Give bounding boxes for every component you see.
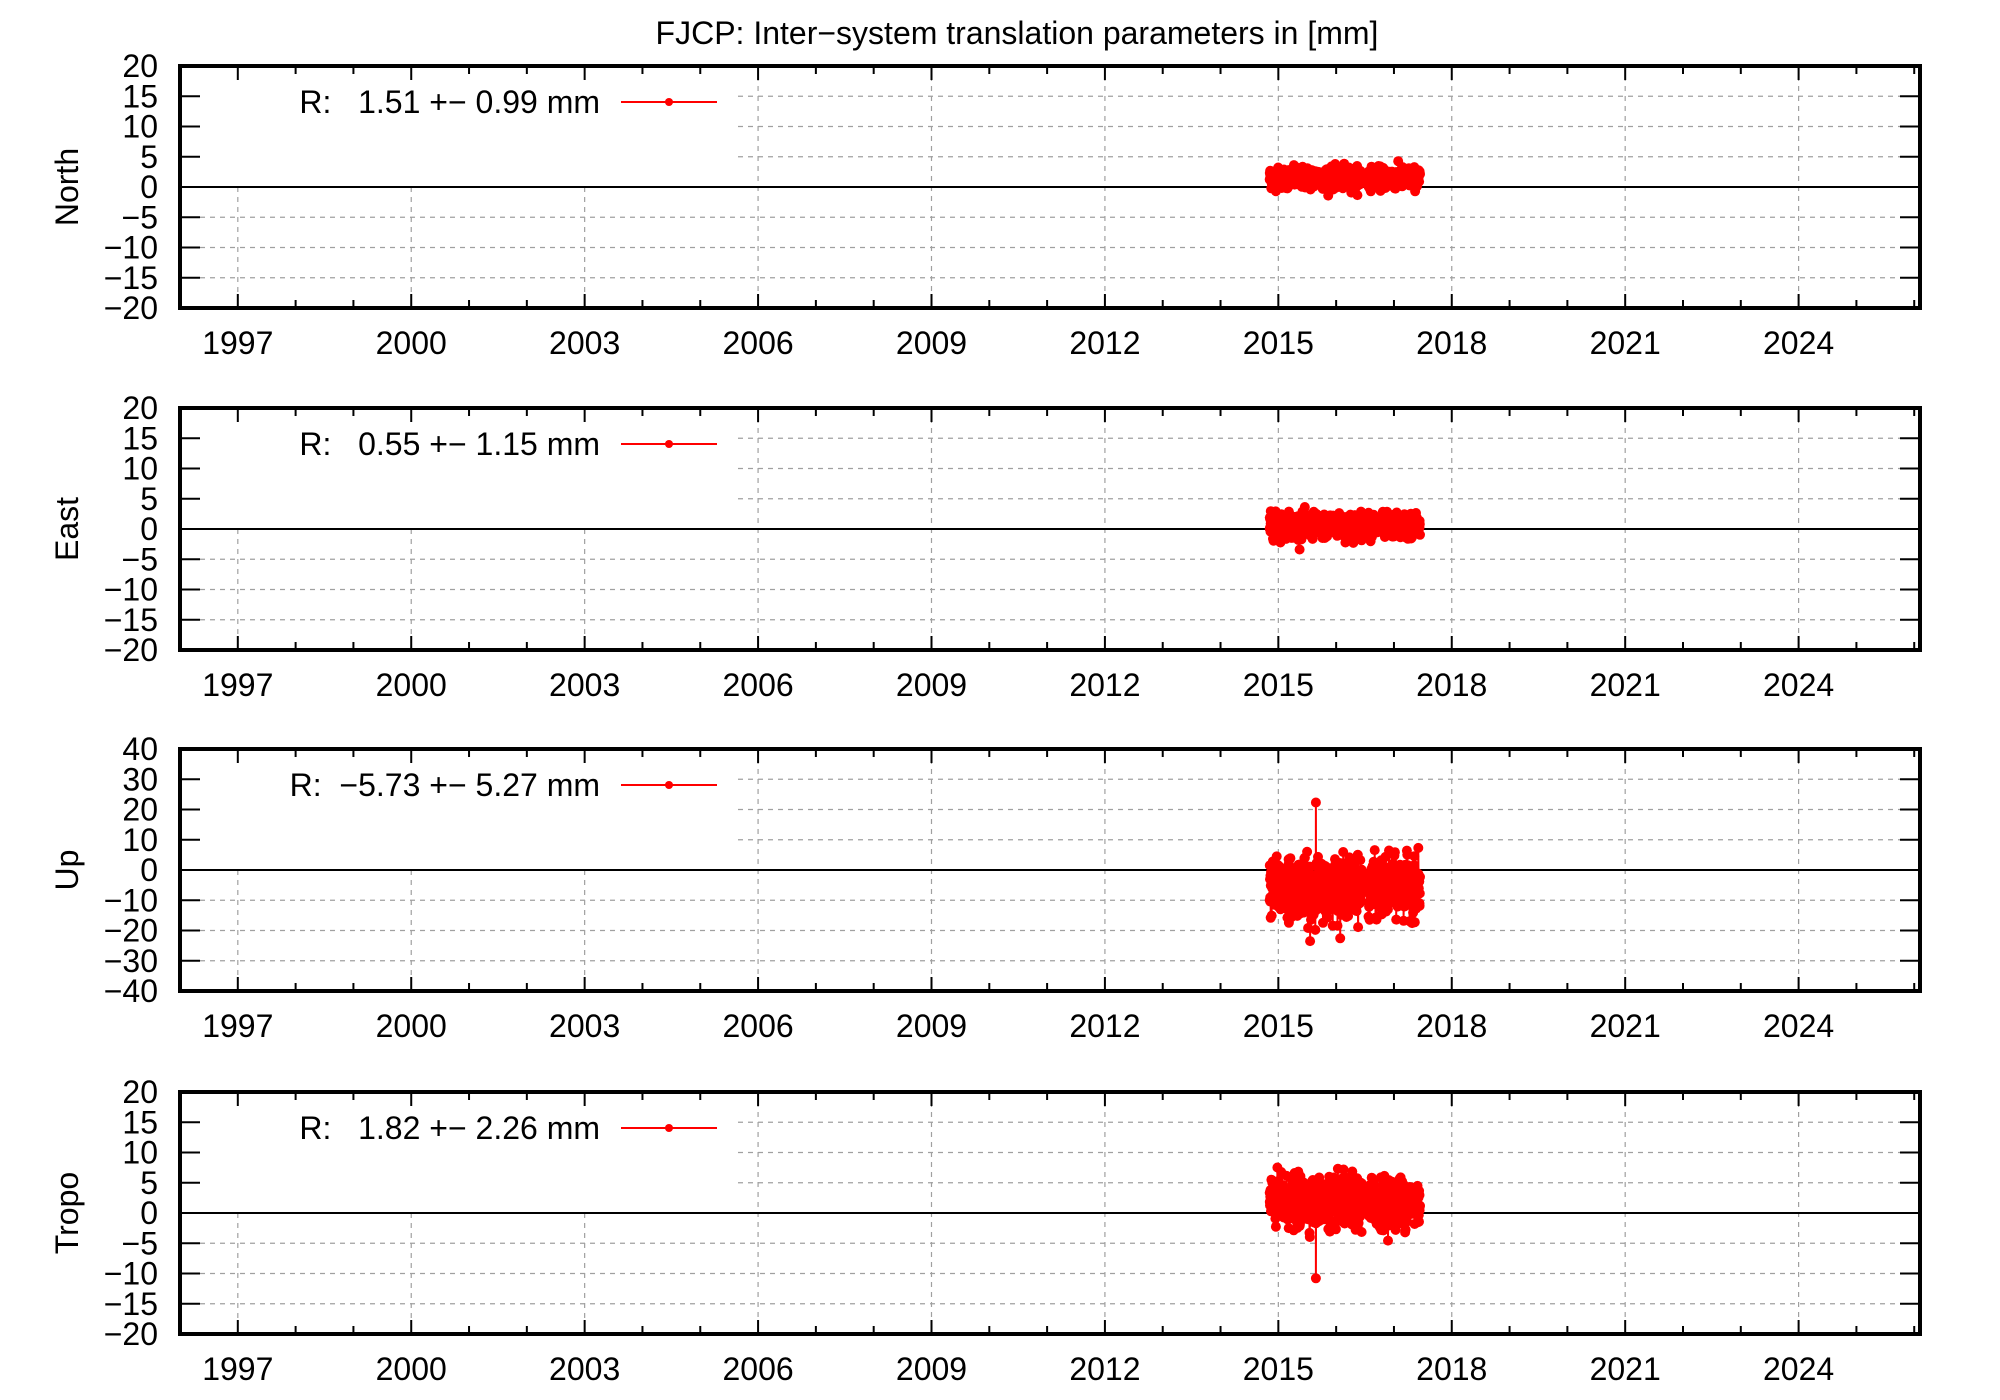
legend-marker-icon (665, 440, 673, 448)
y-tick-label: −5 (122, 541, 158, 577)
x-tick-label: 2012 (1069, 325, 1140, 361)
y-tick-label: −20 (104, 632, 158, 668)
x-tick-label: 1997 (202, 667, 273, 703)
x-tick-label: 2024 (1763, 1351, 1834, 1387)
y-tick-label: −15 (104, 1286, 158, 1322)
y-tick-label: 0 (140, 169, 158, 205)
y-tick-label: 20 (122, 48, 158, 84)
y-tick-label: 10 (122, 109, 158, 145)
x-tick-label: 2000 (376, 325, 447, 361)
y-tick-label: −10 (104, 882, 158, 918)
x-tick-label: 2000 (376, 667, 447, 703)
chart-title: FJCP: Inter−system translation parameter… (656, 15, 1379, 51)
x-tick-label: 2012 (1069, 1351, 1140, 1387)
x-tick-label: 2000 (376, 1351, 447, 1387)
series-points (1264, 1162, 1425, 1284)
y-tick-label: −10 (104, 572, 158, 608)
y-tick-label: −40 (104, 973, 158, 1009)
y-tick-label: 15 (122, 78, 158, 114)
panels: 1997 2000 2003 2006 2009 2012 2015 2018 2021 2024… (49, 48, 1922, 1387)
x-tick-label: 2009 (896, 667, 967, 703)
y-tick-label: −20 (104, 913, 158, 949)
y-tick-label: −15 (104, 602, 158, 638)
x-tick-label: 2018 (1416, 1351, 1487, 1387)
x-tick-label: 2015 (1243, 325, 1314, 361)
x-tick-label: 2009 (896, 325, 967, 361)
x-tick-label: 2003 (549, 1351, 620, 1387)
x-tick-label: 2000 (376, 1008, 447, 1044)
y-tick-label: −30 (104, 943, 158, 979)
x-tick-label: 2015 (1243, 667, 1314, 703)
x-tick-label: 2006 (722, 667, 793, 703)
y-tick-label: 0 (140, 1195, 158, 1231)
x-tick-label: 2021 (1590, 1008, 1661, 1044)
y-tick-label: −20 (104, 1316, 158, 1352)
x-tick-label: 2012 (1069, 1008, 1140, 1044)
series-points (1264, 502, 1425, 555)
y-tick-label: 40 (122, 731, 158, 767)
panel-east: 1997 2000 2003 2006 2009 2012 2015 2018 2021 2024… (49, 390, 1922, 703)
y-tick-label: 5 (140, 139, 158, 175)
y-tick-label: 5 (140, 1165, 158, 1201)
x-tick-label: 2009 (896, 1008, 967, 1044)
x-tick-label: 2006 (722, 1351, 793, 1387)
y-tick-label: −5 (122, 1225, 158, 1261)
x-tick-label: 2006 (722, 1008, 793, 1044)
x-tick-label: 1997 (202, 1008, 273, 1044)
y-tick-label: 15 (122, 420, 158, 456)
y-tick-label: 20 (122, 390, 158, 426)
series-points (1264, 797, 1425, 947)
panel-tropo: 1997 2000 2003 2006 2009 2012 2015 2018 2021 2024… (49, 1074, 1922, 1387)
x-tick-label: 2021 (1590, 667, 1661, 703)
y-tick-label: 0 (140, 852, 158, 888)
y-axis-label: Tropo (49, 1172, 85, 1254)
x-tick-label: 2003 (549, 325, 620, 361)
legend-marker-icon (665, 98, 673, 106)
y-tick-label: 0 (140, 511, 158, 547)
panel-north: 1997 2000 2003 2006 2009 2012 2015 2018 2021 2024… (49, 48, 1922, 361)
y-tick-label: 20 (122, 792, 158, 828)
legend-marker-icon (665, 781, 673, 789)
x-tick-label: 2024 (1763, 325, 1834, 361)
y-axis-label: North (49, 148, 85, 226)
y-tick-label: 20 (122, 1074, 158, 1110)
x-tick-label: 2018 (1416, 325, 1487, 361)
legend-label: R: 1.51 +− 0.99 mm (299, 84, 600, 120)
y-tick-label: −10 (104, 1256, 158, 1292)
panel-up: 1997 2000 2003 2006 2009 2012 2015 2018 2021 2024… (49, 731, 1922, 1044)
series-points (1264, 156, 1425, 201)
x-tick-label: 2015 (1243, 1008, 1314, 1044)
y-tick-label: 30 (122, 761, 158, 797)
x-tick-label: 2018 (1416, 1008, 1487, 1044)
y-tick-label: −5 (122, 199, 158, 235)
y-tick-label: 15 (122, 1104, 158, 1140)
legend-label: R: 1.82 +− 2.26 mm (299, 1110, 600, 1146)
y-tick-label: 10 (122, 822, 158, 858)
legend-label: R: −5.73 +− 5.27 mm (290, 767, 600, 803)
y-tick-label: −10 (104, 230, 158, 266)
y-tick-label: −15 (104, 260, 158, 296)
legend-label: R: 0.55 +− 1.15 mm (299, 426, 600, 462)
x-tick-label: 2021 (1590, 1351, 1661, 1387)
x-tick-label: 2018 (1416, 667, 1487, 703)
y-axis-label: Up (49, 850, 85, 891)
legend-marker-icon (665, 1124, 673, 1132)
y-tick-label: 10 (122, 1135, 158, 1171)
x-tick-label: 2003 (549, 667, 620, 703)
y-axis-label: East (49, 497, 85, 561)
x-tick-label: 2024 (1763, 1008, 1834, 1044)
x-tick-label: 1997 (202, 325, 273, 361)
x-tick-label: 2009 (896, 1351, 967, 1387)
y-tick-label: 10 (122, 451, 158, 487)
x-tick-label: 2006 (722, 325, 793, 361)
x-tick-label: 2015 (1243, 1351, 1314, 1387)
x-tick-label: 2003 (549, 1008, 620, 1044)
y-tick-label: −20 (104, 290, 158, 326)
x-tick-label: 2024 (1763, 667, 1834, 703)
x-tick-label: 1997 (202, 1351, 273, 1387)
x-tick-label: 2021 (1590, 325, 1661, 361)
y-tick-label: 5 (140, 481, 158, 517)
x-tick-label: 2012 (1069, 667, 1140, 703)
